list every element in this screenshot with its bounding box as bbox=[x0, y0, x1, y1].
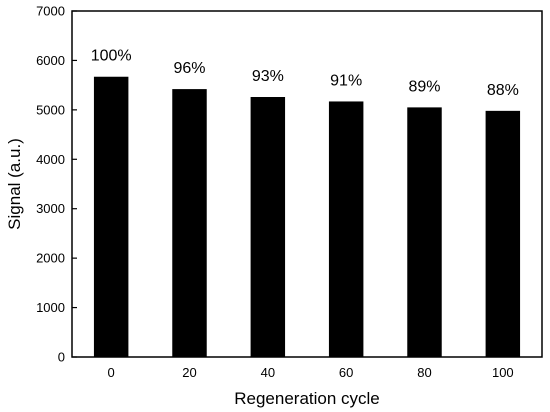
bar bbox=[172, 89, 207, 358]
bar-data-label: 93% bbox=[252, 68, 284, 85]
x-tick-label: 0 bbox=[108, 365, 115, 380]
bar bbox=[93, 76, 129, 358]
y-tick-label: 2000 bbox=[36, 251, 65, 266]
y-tick-label: 0 bbox=[58, 350, 65, 365]
y-tick-label: 1000 bbox=[36, 300, 65, 315]
x-tick-label: 100 bbox=[492, 365, 514, 380]
x-tick-label: 80 bbox=[417, 365, 431, 380]
bar-data-label: 89% bbox=[408, 78, 440, 95]
x-tick-label: 60 bbox=[339, 365, 353, 380]
bar bbox=[407, 107, 442, 357]
y-tick-label: 3000 bbox=[36, 201, 65, 216]
y-axis: 0 1000 2000 3000 4000 5000 6000 7000 bbox=[36, 4, 77, 365]
x-axis-title: Regeneration cycle bbox=[234, 389, 380, 408]
x-tick-label: 20 bbox=[182, 365, 196, 380]
y-tick-label: 6000 bbox=[36, 53, 65, 68]
bar-data-label: 96% bbox=[173, 60, 205, 77]
bars-group bbox=[93, 76, 521, 358]
bar bbox=[328, 101, 364, 357]
y-tick-label: 7000 bbox=[36, 4, 65, 19]
bar-data-label: 100% bbox=[91, 48, 132, 65]
bar bbox=[485, 110, 521, 358]
bar-data-label: 88% bbox=[487, 82, 519, 99]
bar-data-label: 91% bbox=[330, 72, 362, 89]
plot-frame bbox=[71, 10, 543, 358]
data-labels-group: 100% 96% 93% 91% 89% 88% bbox=[91, 48, 519, 99]
y-tick-label: 4000 bbox=[36, 152, 65, 167]
bar bbox=[250, 97, 286, 358]
x-axis: 0 20 40 60 80 100 bbox=[108, 352, 514, 380]
x-tick-label: 40 bbox=[261, 365, 275, 380]
y-axis-title: Signal (a.u.) bbox=[5, 138, 24, 230]
y-tick-label: 5000 bbox=[36, 102, 65, 117]
